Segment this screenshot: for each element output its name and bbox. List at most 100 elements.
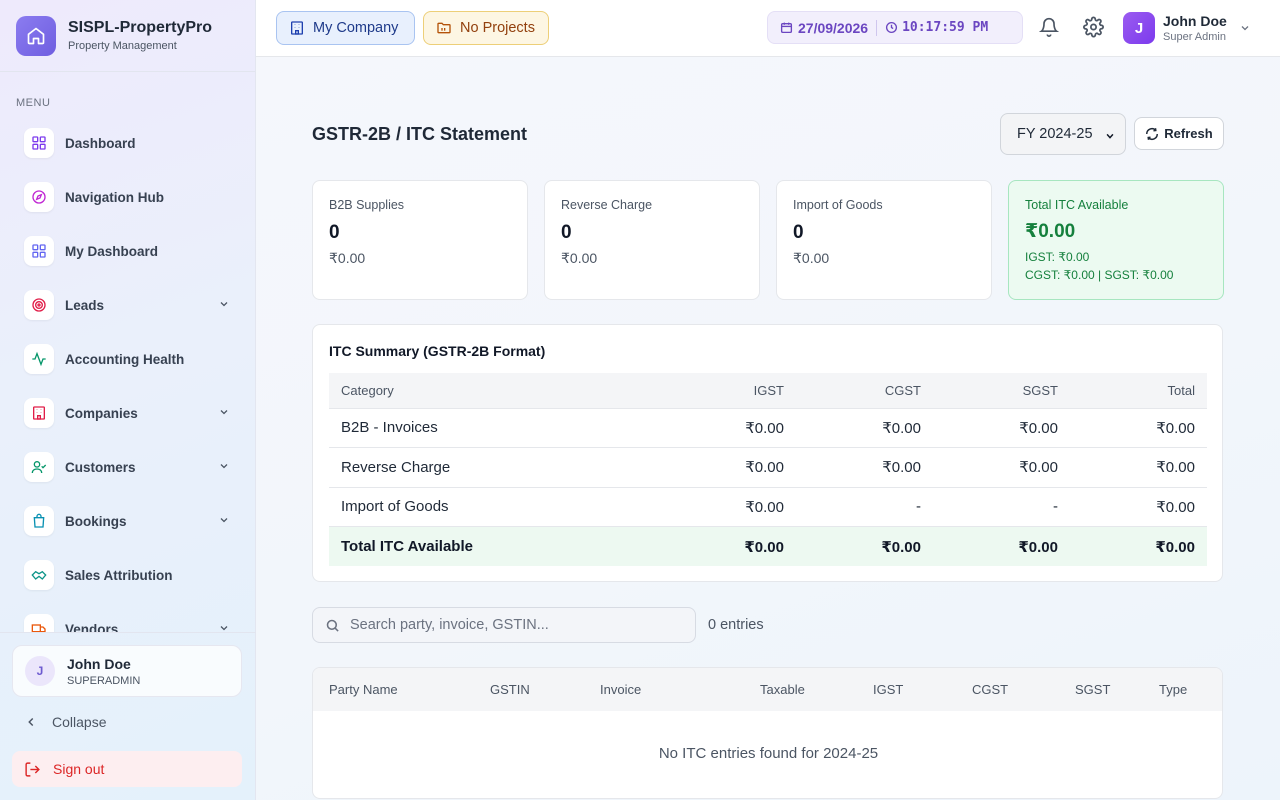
sidebar-item-label: Accounting Health bbox=[65, 351, 185, 367]
collapse-button[interactable]: Collapse bbox=[24, 714, 106, 730]
table-cell: B2B - Invoices bbox=[329, 407, 659, 448]
shopping-bag-icon bbox=[24, 506, 54, 536]
header-user-role: Super Admin bbox=[1163, 31, 1226, 43]
stat-card-reverse-charge: Reverse Charge 0 ₹0.00 bbox=[544, 180, 760, 300]
search-input[interactable] bbox=[350, 617, 670, 633]
column-header[interactable]: Party Name bbox=[329, 682, 398, 697]
logout-icon bbox=[25, 761, 40, 777]
table-cell: ₹0.00 bbox=[933, 447, 1070, 487]
table-cell: - bbox=[933, 486, 1070, 527]
main-content: GSTR-2B / ITC Statement FY 2024-25 Refre… bbox=[256, 57, 1280, 800]
entries-count: 0 entries bbox=[708, 617, 764, 633]
sidebar-item-label: Bookings bbox=[65, 513, 127, 529]
table-cell: Import of Goods bbox=[329, 486, 659, 527]
stat-label: Total ITC Available bbox=[1025, 198, 1129, 212]
collapse-label: Collapse bbox=[52, 714, 107, 730]
app-name: SISPL-PropertyPro bbox=[68, 19, 213, 36]
chevron-down-icon[interactable] bbox=[1239, 22, 1251, 34]
stat-count: 0 bbox=[561, 222, 572, 243]
sidebar-item-label: Leads bbox=[65, 297, 105, 313]
fy-select[interactable]: FY 2024-25 bbox=[1000, 113, 1126, 155]
itc-summary-table: Category IGST CGST SGST Total B2B - Invo… bbox=[329, 373, 1207, 566]
app-subtitle: Property Management bbox=[68, 40, 177, 52]
chevron-down-icon[interactable] bbox=[218, 460, 230, 472]
stat-label: Reverse Charge bbox=[561, 198, 653, 212]
table-cell: ₹0.00 bbox=[659, 486, 796, 527]
sidebar-item-vendors[interactable]: Vendors bbox=[0, 602, 256, 632]
sidebar-item-navigation-hub[interactable]: Navigation Hub bbox=[0, 170, 256, 224]
separator bbox=[876, 19, 878, 36]
bell-icon[interactable] bbox=[1039, 16, 1059, 38]
building-icon bbox=[291, 21, 303, 35]
calendar-icon bbox=[780, 22, 793, 34]
gear-icon[interactable] bbox=[1083, 16, 1104, 38]
sidebar-item-accounting-health[interactable]: Accounting Health bbox=[0, 332, 256, 386]
empty-state-message: No ITC entries found for 2024-25 bbox=[658, 745, 879, 762]
table-row: Reverse Charge ₹0.00 ₹0.00 ₹0.00 ₹0.00 bbox=[329, 447, 1207, 487]
chevron-left-icon bbox=[28, 717, 34, 727]
column-header[interactable]: Type bbox=[1159, 682, 1188, 697]
handshake-icon bbox=[24, 560, 54, 590]
top-header: My Company No Projects 27/09/2026 10:17:… bbox=[256, 0, 1280, 57]
page-title: GSTR-2B / ITC Statement bbox=[312, 124, 528, 144]
chevron-down-icon[interactable] bbox=[218, 514, 230, 526]
stat-card-b2b: B2B Supplies 0 ₹0.00 bbox=[312, 180, 528, 300]
fy-selected-value: FY 2024-25 bbox=[1017, 126, 1093, 142]
sidebar-item-dashboard[interactable]: Dashboard bbox=[0, 116, 256, 170]
stat-amount: ₹0.00 bbox=[329, 250, 366, 266]
header-user-name[interactable]: John Doe bbox=[1163, 13, 1227, 29]
chevron-down-icon[interactable] bbox=[218, 406, 230, 418]
table-cell: ₹0.00 bbox=[796, 407, 933, 448]
sidebar-item-customers[interactable]: Customers bbox=[0, 440, 256, 494]
clock-icon bbox=[886, 21, 898, 34]
activity-icon bbox=[24, 344, 54, 374]
column-header[interactable]: SGST bbox=[1075, 682, 1111, 697]
column-header[interactable]: IGST bbox=[873, 682, 904, 697]
table-cell: ₹0.00 bbox=[659, 407, 796, 448]
stat-amount: ₹0.00 bbox=[1025, 221, 1076, 242]
sidebar-item-my-dashboard[interactable]: My Dashboard bbox=[0, 224, 256, 278]
sign-out-label: Sign out bbox=[53, 761, 105, 777]
table-cell: ₹0.00 bbox=[659, 447, 796, 487]
avatar[interactable]: J bbox=[1123, 12, 1155, 44]
table-total-row: Total ITC Available ₹0.00 ₹0.00 ₹0.00 ₹0… bbox=[329, 526, 1207, 566]
stat-amount: ₹0.00 bbox=[561, 250, 598, 266]
grid-icon bbox=[24, 128, 54, 158]
sign-out-button[interactable]: Sign out bbox=[12, 751, 242, 787]
menu-label: MENU bbox=[16, 97, 51, 109]
table-row: Import of Goods ₹0.00 - - ₹0.00 bbox=[329, 486, 1207, 527]
sidebar-item-companies[interactable]: Companies bbox=[0, 386, 256, 440]
table-cell: - bbox=[796, 486, 933, 527]
sidebar-item-label: Companies bbox=[65, 405, 138, 421]
project-selector[interactable]: No Projects bbox=[423, 11, 549, 45]
column-header[interactable]: CGST bbox=[972, 682, 1009, 697]
chevron-down-icon[interactable] bbox=[218, 622, 230, 632]
chevron-down-icon bbox=[1106, 133, 1114, 139]
brand[interactable]: SISPL-PropertyPro Property Management bbox=[0, 0, 255, 72]
column-header[interactable]: Taxable bbox=[760, 682, 805, 697]
sidebar-item-leads[interactable]: Leads bbox=[0, 278, 256, 332]
company-selector[interactable]: My Company bbox=[276, 11, 415, 45]
current-time: 10:17:59 PM bbox=[902, 20, 989, 35]
sidebar-item-sales-attribution[interactable]: Sales Attribution bbox=[0, 548, 256, 602]
sidebar-divider bbox=[0, 632, 256, 633]
stat-card-total-itc: Total ITC Available ₹0.00 IGST: ₹0.00 CG… bbox=[1008, 180, 1224, 300]
column-header[interactable]: Invoice bbox=[600, 682, 642, 697]
column-header: Category bbox=[329, 373, 659, 408]
column-header[interactable]: GSTIN bbox=[490, 682, 530, 697]
sidebar-user-card[interactable]: J John Doe SUPERADMIN bbox=[12, 645, 242, 697]
search-icon bbox=[326, 619, 339, 632]
chevron-down-icon[interactable] bbox=[218, 298, 230, 310]
company-label: My Company bbox=[313, 20, 399, 36]
date-time-display: 27/09/2026 10:17:59 PM bbox=[767, 11, 1023, 44]
target-icon bbox=[24, 290, 54, 320]
itc-entries-table: Party Name GSTIN Invoice Taxable IGST CG… bbox=[312, 667, 1223, 799]
sidebar-item-label: Navigation Hub bbox=[65, 189, 165, 205]
sidebar-item-bookings[interactable]: Bookings bbox=[0, 494, 256, 548]
table-cell: ₹0.00 bbox=[1070, 486, 1207, 527]
stat-label: Import of Goods bbox=[793, 198, 883, 212]
table-header-row: Party Name GSTIN Invoice Taxable IGST CG… bbox=[313, 668, 1222, 711]
table-cell: ₹0.00 bbox=[796, 526, 933, 566]
refresh-button[interactable]: Refresh bbox=[1134, 117, 1224, 150]
home-icon bbox=[16, 15, 56, 56]
